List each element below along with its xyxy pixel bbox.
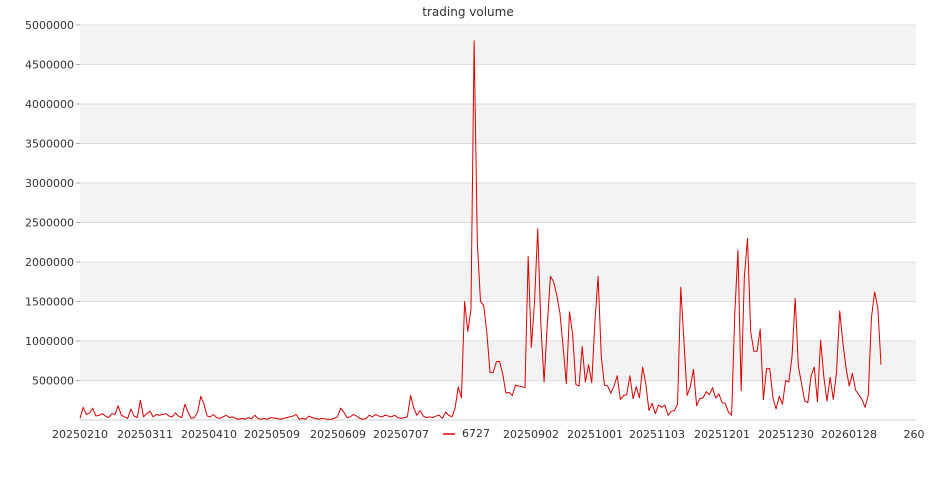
x-tick-label: 20250311: [117, 428, 173, 441]
y-tick-label: 4500000: [25, 59, 74, 72]
grid-band: [80, 25, 916, 65]
grid-bands: [80, 25, 916, 420]
y-tick-label: 1000000: [25, 335, 74, 348]
y-tick-label: 500000: [32, 375, 74, 388]
x-tick-label: 260: [904, 428, 925, 441]
grid-band: [80, 380, 916, 420]
y-tick-label: 4000000: [25, 98, 74, 111]
y-tick-label: 2000000: [25, 256, 74, 269]
x-tick-label: 20250902: [503, 428, 559, 441]
y-axis-tick-labels: 500000 1000000 1500000 2000000 2500000 300000…: [25, 19, 74, 388]
y-tick-label: 5000000: [25, 19, 74, 32]
grid-band: [80, 222, 916, 262]
x-tick-label: 20251001: [567, 428, 623, 441]
x-tick-label: 20251103: [629, 428, 685, 441]
grid-band: [80, 341, 916, 381]
x-tick-label: 20250509: [244, 428, 300, 441]
legend: 6727: [443, 427, 490, 440]
grid-band: [80, 104, 916, 144]
y-tick-label: 3500000: [25, 138, 74, 151]
grid-band: [80, 64, 916, 104]
x-tick-label: 20251201: [694, 428, 750, 441]
y-tick-label: 2500000: [25, 217, 74, 230]
grid-band: [80, 143, 916, 183]
series-line-6727: [79, 40, 882, 420]
x-tick-label: 20250707: [373, 428, 429, 441]
x-tick-label: 20260128: [821, 428, 877, 441]
series-lines: [79, 40, 882, 420]
x-tick-label: 20251230: [758, 428, 814, 441]
grid-band: [80, 262, 916, 302]
x-tick-label: 20250410: [181, 428, 237, 441]
legend-label-6727: 6727: [462, 427, 490, 440]
grid-lines: [76, 24, 916, 381]
x-tick-label: 20250210: [52, 428, 108, 441]
x-axis-tick-labels: 20250210 20250311 20250410 20250509 20250609…: [52, 428, 925, 441]
chart-title: trading volume: [422, 5, 513, 19]
x-tick-label: 20250609: [310, 428, 366, 441]
grid-band: [80, 183, 916, 223]
grid-band: [80, 301, 916, 341]
y-tick-label: 1500000: [25, 296, 74, 309]
y-tick-label: 3000000: [25, 177, 74, 190]
